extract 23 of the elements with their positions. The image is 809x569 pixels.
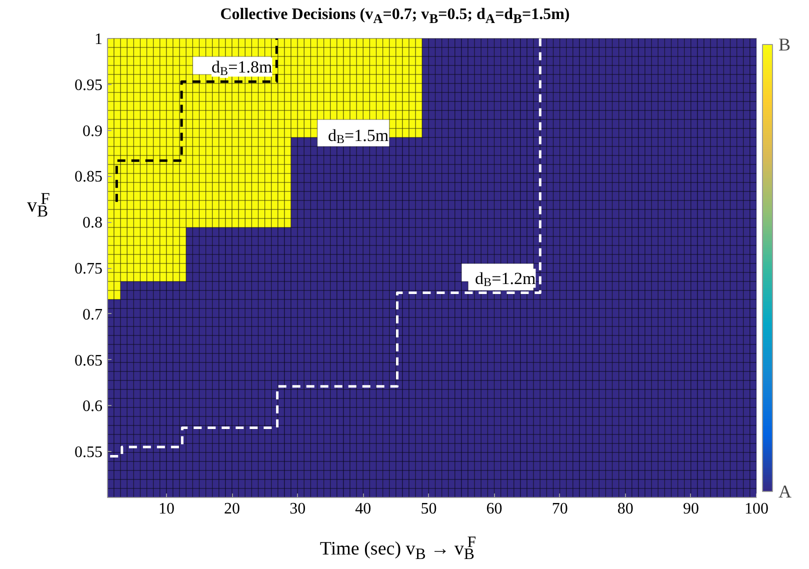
x-tick-label: 10: [158, 500, 174, 518]
x-tick-label: 20: [224, 500, 240, 518]
color-bar-label: B: [778, 34, 791, 54]
chart-title: Collective Decisions (v$_{A}$=0.7; v$_{B}$=0.5; d$_{A}$=d$_{B}$=1.5m): [220, 6, 570, 26]
x-tick-label: 60: [486, 500, 502, 518]
x-tick-label: 50: [420, 500, 437, 518]
x-tick-label: 40: [355, 500, 372, 518]
x-tick-label: 30: [290, 500, 306, 518]
y-tick-label: 1: [94, 31, 102, 48]
y-tick-label: 0.8: [82, 214, 102, 232]
y-tick-label: 0.65: [74, 352, 102, 370]
color-bar-label: A: [778, 482, 792, 502]
x-tick-label: 90: [682, 500, 699, 518]
y-tick-label: 0.95: [74, 76, 102, 94]
y-tick-label: 0.85: [74, 168, 102, 186]
y-tick-label: 0.75: [74, 260, 102, 278]
y-tick-label: 0.7: [82, 306, 102, 324]
y-tick-label: 0.55: [74, 444, 102, 462]
x-tick-label: 70: [552, 500, 568, 518]
x-tick-label: 100: [744, 500, 768, 518]
y-tick-label: 0.9: [82, 122, 102, 140]
y-tick-label: 0.6: [82, 398, 102, 416]
x-tick-label: 80: [617, 500, 634, 518]
